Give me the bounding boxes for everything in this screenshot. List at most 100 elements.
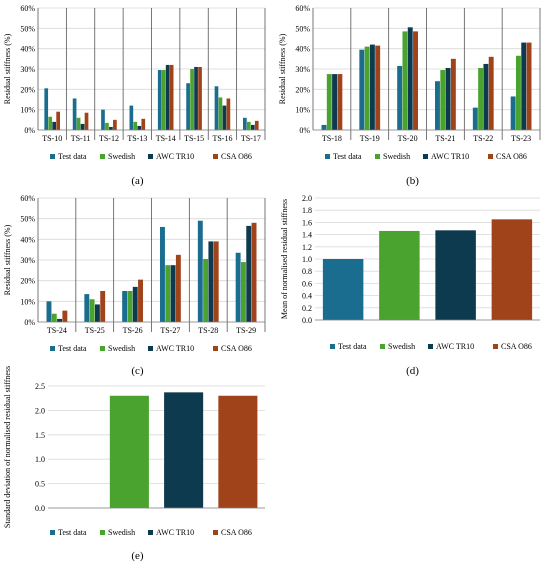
legend-label: Test data [338,342,367,351]
bar-swedish [109,395,149,508]
legend-swatch [100,530,105,535]
bar-ts-16-series-1 [218,97,223,130]
y-tick-label: 40% [20,45,35,54]
y-tick-label: 1.5 [35,431,45,440]
y-tick-label: 1.2 [302,243,312,252]
bar-ts-28-series-1 [203,258,209,322]
y-tick-label: 1.8 [302,206,312,215]
bar-ts-26-series-3 [138,279,143,322]
bar-ts-25-series-0 [84,294,90,322]
bar-ts-17-series-1 [246,121,251,130]
panel-c: 0% 10% 20% 30% 40% 50% 60% Residual stiffness (… [0,190,275,380]
y-axis-label: Mean of normalised residual stiffness [280,199,289,319]
bar-ts-13-series-3 [141,118,146,130]
y-tick-label: 20% [295,85,310,94]
legend-label: AWC TR10 [156,344,194,353]
y-tick-label: 10% [20,106,35,115]
legend-swatch [428,344,433,349]
y-tick-label: 1.6 [302,218,312,227]
y-tick-label: 60% [20,194,35,203]
legend-swatch [100,346,105,351]
y-axis-label: Residual stiffness (%) [3,224,12,295]
x-tick-label: TS-20 [398,134,418,143]
bar-ts-23-series-1 [515,55,521,130]
bar-ts-23-series-0 [510,96,516,130]
y-axis-label: Residual stiffness (%) [3,33,12,104]
bar-ts-26-series-0 [122,291,128,322]
bar-ts-16-series-0 [214,86,219,130]
panel-a: 0% 10% 20% 30% 40% 50% 60% Residual stiffness (… [0,0,275,190]
y-tick-label: 20% [20,277,35,286]
y-tick-label: 40% [295,45,310,54]
x-tick-label: TS-22 [473,134,493,143]
bar-ts-21-series-0 [435,81,440,130]
bar-ts-13-series-1 [133,121,138,130]
y-tick-label: 0% [24,318,35,327]
bar-csa-o86 [491,219,533,320]
x-tick-label: TS-27 [160,326,180,335]
bar-ts-27-series-3 [175,254,181,322]
y-tick-label: 0.4 [302,292,312,301]
bar-ts-27-series-2 [170,265,176,322]
panel-label-b: (b) [406,175,419,187]
bar-ts-22-series-0 [472,107,478,130]
legend-label: CSA O86 [221,152,252,161]
legend-label: Test data [58,528,87,537]
legend-swatch [148,154,153,159]
bar-ts-26-series-1 [127,291,133,322]
legend-label: Swedish [388,342,415,351]
x-tick-label: TS-17 [241,134,261,143]
legend-swatch [100,154,105,159]
legend-label: AWC TR10 [156,528,194,537]
panel-label-a: (a) [131,175,144,187]
y-tick-label: 0.5 [35,480,45,489]
panel-label-e: (e) [131,550,144,562]
legend-swatch [50,346,55,351]
legend-label: Swedish [108,344,135,353]
y-tick-label: 2.0 [35,406,45,415]
bar-ts-22-series-3 [488,56,494,130]
y-tick-label: 30% [295,65,310,74]
panel-e: 0.0 0.5 1.0 1.5 2.0 2.5 Standard deviation of … [0,366,275,567]
x-tick-label: TS-11 [71,134,91,143]
chart-e: 0.0 0.5 1.0 1.5 2.0 2.5 Standard deviation of … [3,366,265,537]
legend-swatch [493,344,498,349]
legend-swatch [213,346,218,351]
x-tick-label: TS-12 [99,134,119,143]
bar-ts-13-series-2 [137,125,142,130]
y-tick-label: 0.6 [302,279,312,288]
y-tick-label: 30% [20,65,35,74]
legend-swatch [213,154,218,159]
x-tick-label: TS-26 [123,326,143,335]
bar-ts-15-series-2 [194,66,198,130]
panel-label-c: (c) [131,365,144,377]
bar-ts-29-series-1 [240,262,246,322]
bar-ts-27-series-0 [160,226,165,322]
legend-label: AWC TR10 [156,152,194,161]
bar-ts-19-series-0 [359,49,365,130]
bar-ts-21-series-2 [445,67,451,130]
y-tick-label: 0% [299,126,310,135]
y-tick-label: 1.0 [35,455,45,464]
y-axis-label: Standard deviation of normalised residua… [3,366,12,528]
bar-ts-21-series-1 [440,70,446,130]
bar-ts-18-series-0 [321,124,327,130]
bar-test-data [322,259,364,320]
bar-ts-12-series-2 [109,126,113,130]
bar-ts-17-series-2 [250,124,255,130]
bar-ts-13-series-0 [129,105,134,130]
y-tick-label: 0.2 [302,304,312,313]
bar-ts-26-series-2 [132,286,138,322]
y-tick-label: 0% [24,126,35,135]
bar-ts-29-series-0 [235,252,241,322]
legend-label: Test data [58,152,87,161]
bar-ts-20-series-0 [397,65,403,130]
bar-ts-24-series-3 [62,310,68,322]
x-tick-label: TS-28 [198,326,218,335]
bar-ts-18-series-1 [326,74,332,130]
chart-a: 0% 10% 20% 30% 40% 50% 60% Residual stiffness (… [3,4,266,161]
legend-swatch [50,530,55,535]
y-tick-label: 50% [20,24,35,33]
x-tick-label: TS-25 [85,326,105,335]
legend-label: Swedish [383,152,410,161]
